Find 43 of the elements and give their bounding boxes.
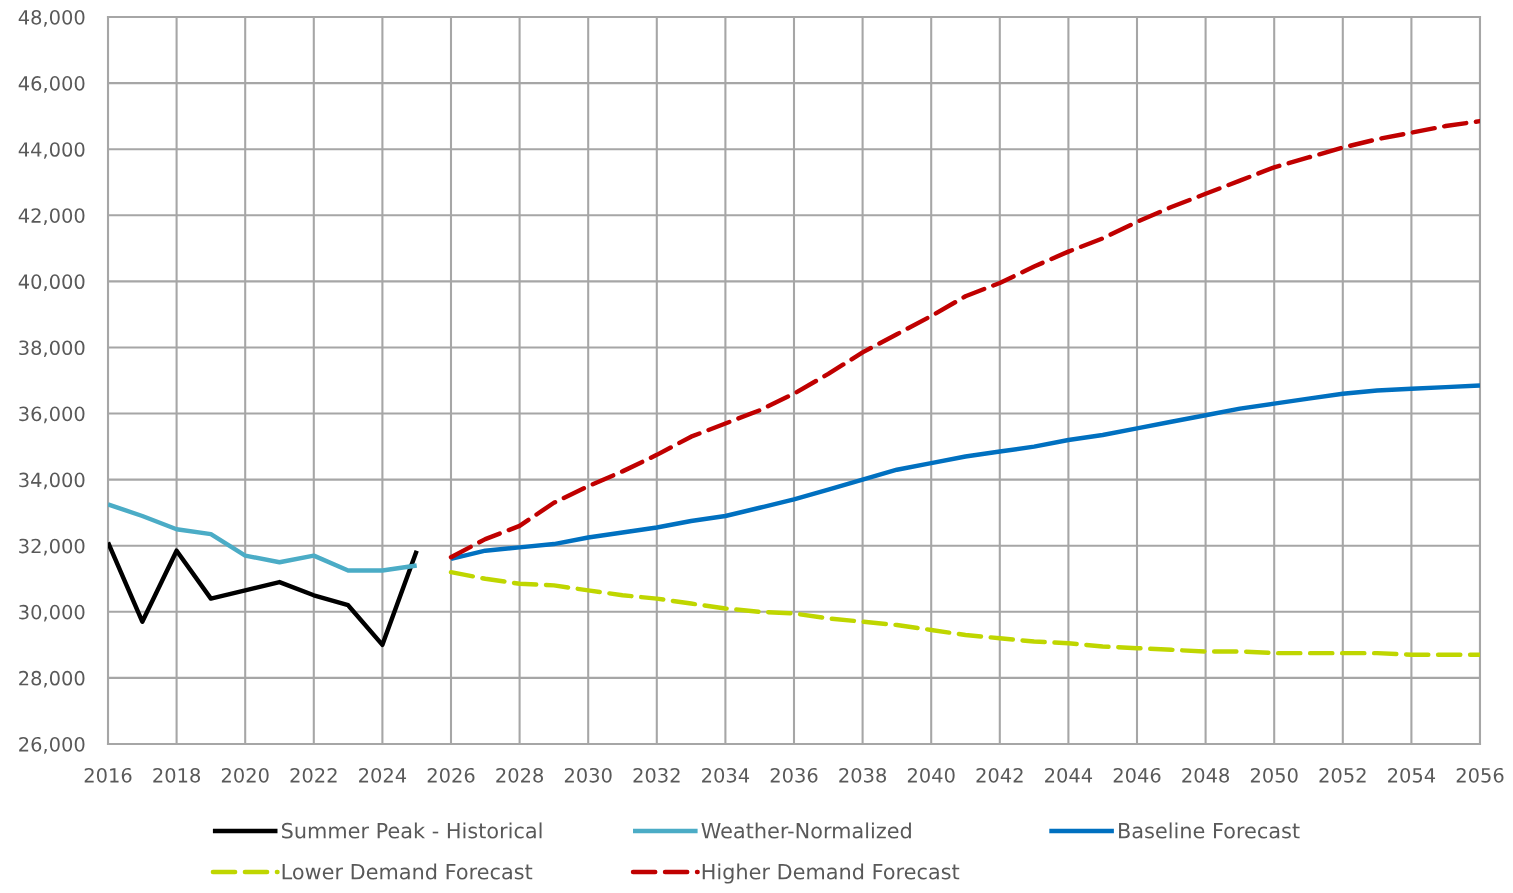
y-tick-label: 42,000 <box>18 208 85 225</box>
y-tick-label: 32,000 <box>19 538 85 556</box>
x-tick-label: 2048 <box>1182 767 1230 783</box>
legend-label: Baseline Forecast <box>1119 822 1300 839</box>
x-tick-label: 2028 <box>496 767 544 783</box>
x-tick-label: 2026 <box>427 767 475 783</box>
line-series <box>448 383 1480 562</box>
legend-label: Weather-Normalized <box>701 822 911 839</box>
y-tick-label: 44,000 <box>18 142 85 159</box>
x-tick-label: 2052 <box>1319 767 1366 783</box>
x-tick-label: 2034 <box>702 767 750 783</box>
x-tick-label: 2020 <box>221 767 269 783</box>
y-tick-label: 30,000 <box>19 604 85 622</box>
x-tick-label: 2050 <box>1250 767 1298 783</box>
y-tick-label: 28,000 <box>19 670 85 688</box>
x-tick-label: 2032 <box>633 767 680 783</box>
legend-label: Lower Demand Forecast <box>282 863 533 880</box>
x-tick-label: 2040 <box>907 767 955 783</box>
y-tick-label: 40,000 <box>18 274 85 292</box>
y-tick-label: 26,000 <box>19 736 85 754</box>
x-tick-label: 2030 <box>564 767 612 783</box>
x-tick-label: 2022 <box>290 767 337 783</box>
x-tick-label: 2036 <box>770 767 818 783</box>
x-tick-label: 2042 <box>976 767 1023 783</box>
x-tick-label: 2024 <box>359 767 407 783</box>
line-series <box>108 540 419 648</box>
x-tick-label: 2044 <box>1045 767 1093 783</box>
x-tick-label: 2054 <box>1388 767 1436 783</box>
y-tick-label: 38,000 <box>19 340 85 358</box>
line-series <box>108 502 419 573</box>
y-tick-label: 46,000 <box>18 76 85 93</box>
legend-label: Summer Peak - Historical <box>281 822 542 839</box>
line-series <box>448 118 1480 560</box>
y-tick-label: 48,000 <box>18 9 85 27</box>
y-tick-label: 36,000 <box>19 406 85 424</box>
line-series <box>448 569 1480 657</box>
x-tick-label: 2056 <box>1456 767 1504 783</box>
x-tick-label: 2016 <box>84 767 132 783</box>
x-tick-label: 2018 <box>153 767 201 783</box>
x-tick-label: 2038 <box>839 767 887 783</box>
y-tick-label: 34,000 <box>19 472 85 490</box>
legend-label: Higher Demand Forecast <box>702 863 960 884</box>
x-tick-label: 2046 <box>1113 767 1161 783</box>
